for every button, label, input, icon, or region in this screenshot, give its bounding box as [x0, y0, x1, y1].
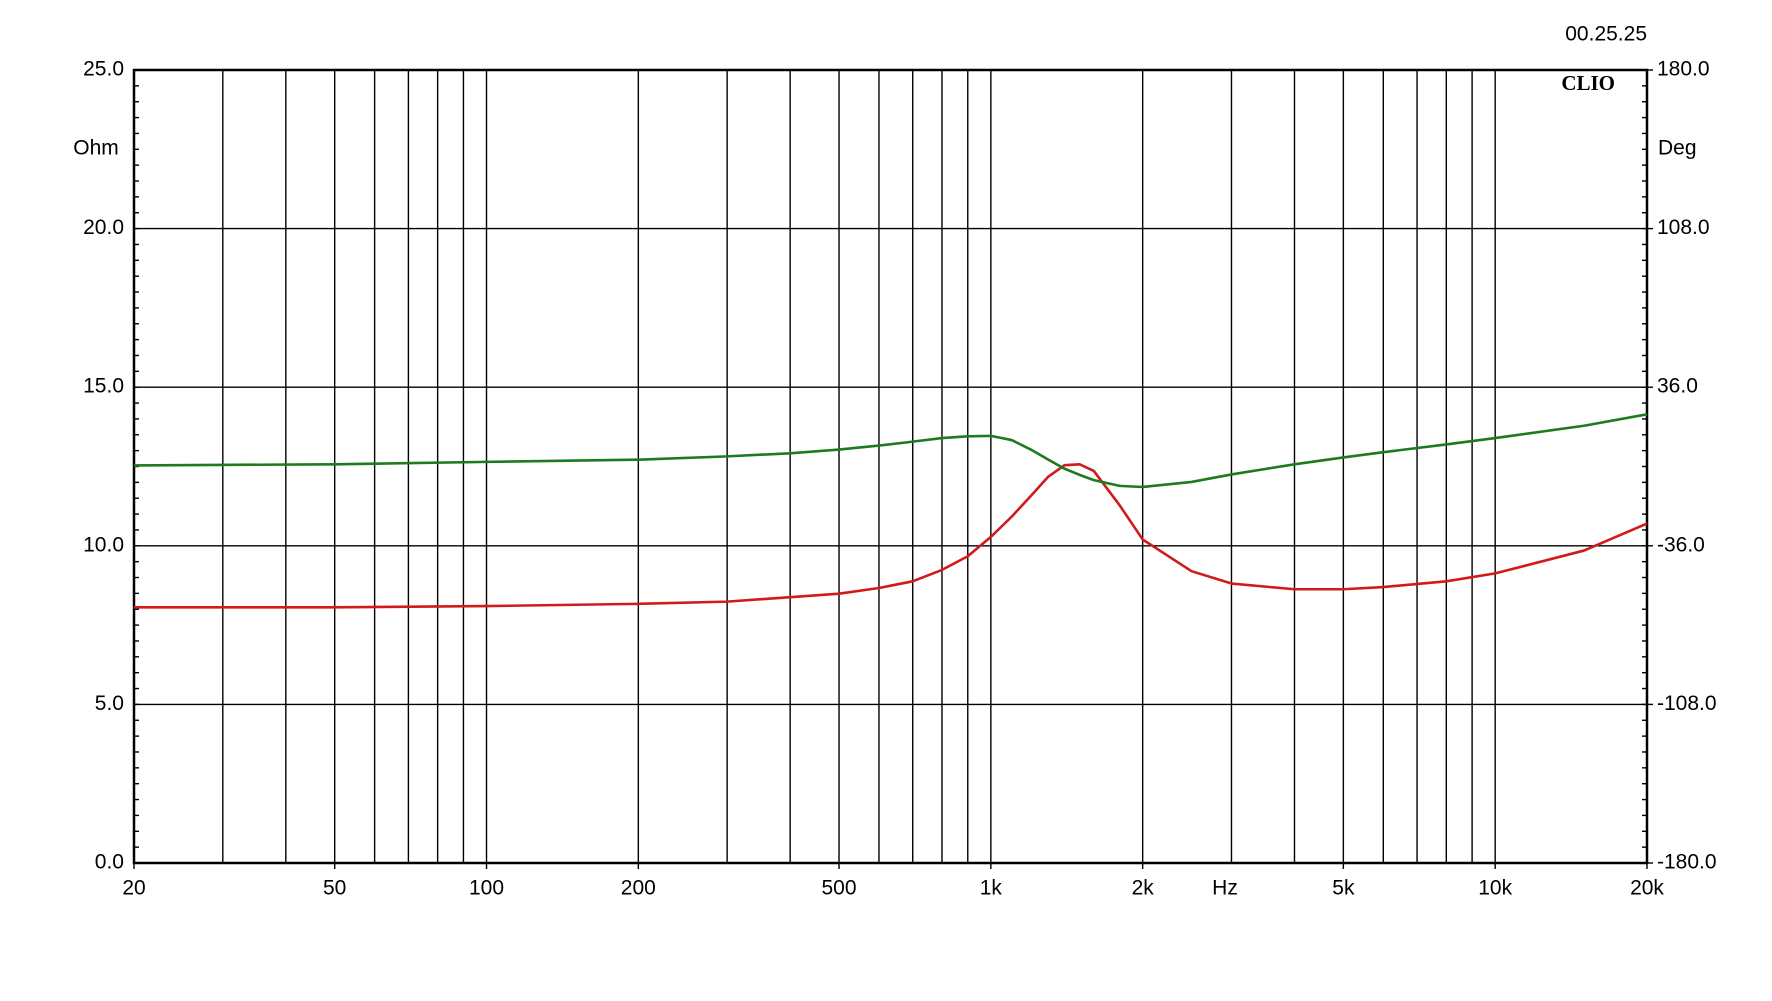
y2-tick-label: -36.0 — [1657, 533, 1705, 556]
x-tick-label: 50 — [323, 877, 346, 900]
y-tick-label: 10.0 — [83, 533, 124, 556]
series-line — [133, 413, 1648, 489]
y-tick-label: 0.0 — [95, 851, 124, 874]
y2-tick-label: 108.0 — [1657, 216, 1710, 239]
y2-axis-label: Deg — [1658, 137, 1697, 160]
y2-tick-label: -180.0 — [1657, 851, 1717, 874]
plot-area — [132, 68, 1653, 869]
timestamp: 00.25.25 — [1565, 23, 1647, 46]
series-line — [134, 462, 1648, 609]
x-tick-label: 500 — [822, 877, 857, 900]
y2-tick-label: 180.0 — [1657, 58, 1710, 81]
y-tick-label: 5.0 — [95, 692, 124, 715]
plot-frame — [132, 68, 1649, 865]
x-tick-label: 10k — [1478, 877, 1512, 900]
x-tick-label: 1k — [980, 877, 1003, 900]
y-tick-label: 15.0 — [83, 375, 124, 398]
y-axis-label: Ohm — [73, 137, 119, 160]
y2-tick-label: -108.0 — [1657, 692, 1717, 715]
y-tick-label: 20.0 — [83, 216, 124, 239]
x-tick-label: 200 — [621, 877, 656, 900]
x-tick-label: 2k — [1132, 877, 1155, 900]
y2-tick-label: 36.0 — [1657, 375, 1698, 398]
x-tick-label: 20 — [122, 877, 145, 900]
x-tick-label: 100 — [469, 877, 504, 900]
x-axis-label: Hz — [1212, 877, 1238, 900]
annotation: CLIO — [1561, 71, 1615, 95]
x-tick-label: 5k — [1332, 877, 1355, 900]
y-tick-label: 25.0 — [83, 58, 124, 81]
x-tick-label: 20k — [1630, 877, 1664, 900]
